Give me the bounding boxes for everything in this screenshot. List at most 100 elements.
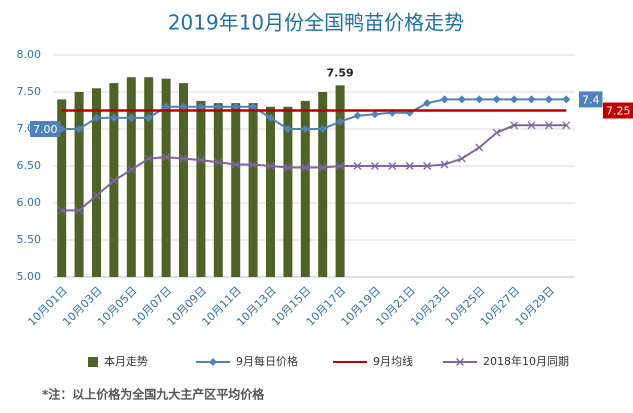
bar (179, 83, 188, 278)
bar (248, 103, 258, 277)
line-marker (510, 121, 519, 130)
line-marker (423, 162, 432, 170)
data-label: 7.00 (33, 123, 58, 136)
line-marker (527, 121, 536, 130)
bar (74, 92, 84, 277)
line-marker (196, 102, 205, 111)
line-marker (144, 113, 153, 122)
bar (300, 100, 310, 277)
line-marker (179, 154, 188, 163)
line (61, 98, 567, 130)
label-bg (579, 91, 603, 108)
line-marker (92, 113, 101, 122)
line-marker (249, 102, 258, 111)
legend-swatch (88, 357, 98, 367)
bar (92, 88, 101, 277)
label-bg (603, 102, 633, 119)
line-marker (301, 163, 310, 172)
line-marker (562, 121, 571, 130)
line-marker (544, 95, 553, 104)
legend-label: 9月每日价格 (236, 354, 298, 368)
line-marker (440, 160, 449, 169)
data-label-box: 7.4 (579, 91, 603, 108)
line-marker (457, 95, 466, 104)
line-marker (75, 206, 84, 215)
y-tick-label: 5.50 (17, 233, 42, 246)
line-marker (266, 162, 275, 170)
data-label: 7.25 (606, 105, 631, 118)
line-marker (231, 102, 240, 111)
line-marker (57, 206, 66, 215)
data-label-box: 7.00 (30, 121, 61, 137)
legend-marker (209, 358, 217, 366)
line-marker (544, 121, 553, 130)
y-tick-label: 6.50 (17, 159, 42, 172)
line-marker (562, 95, 571, 104)
line-marker (492, 95, 501, 104)
line-marker (318, 125, 327, 133)
line-marker (353, 111, 362, 120)
line-marker (370, 110, 379, 119)
bar (57, 99, 67, 278)
y-tick-label: 5.00 (17, 270, 42, 283)
line-marker (109, 176, 118, 185)
line-marker (179, 102, 188, 111)
line-marker (214, 158, 223, 167)
line-marker (318, 163, 327, 172)
line-marker (336, 117, 345, 126)
line-marker (127, 165, 136, 174)
line-marker (423, 99, 432, 108)
data-label-box: 7.25 (603, 102, 633, 119)
line-marker (127, 113, 136, 122)
bar (335, 85, 345, 277)
line-marker (370, 162, 379, 170)
line-marker (301, 125, 310, 133)
line-marker (75, 125, 84, 133)
line-marker (266, 113, 275, 122)
bar (213, 103, 223, 277)
data-label: 7.59 (327, 66, 354, 79)
legend-label: 9月均线 (373, 354, 413, 368)
line-marker (353, 162, 362, 170)
line-marker (231, 160, 240, 169)
line-marker (283, 163, 292, 172)
y-tick-label: 7.50 (17, 85, 42, 98)
line-marker (510, 95, 519, 104)
line (61, 124, 567, 212)
line-marker (144, 154, 153, 163)
label-bg (30, 121, 61, 137)
bar (161, 78, 171, 278)
bar (266, 106, 275, 277)
line-marker (475, 143, 484, 152)
line-marker (388, 162, 397, 170)
legend-label: 2018年10月同期 (483, 354, 569, 368)
bar (196, 100, 206, 277)
line-marker (475, 95, 484, 104)
bar (318, 92, 328, 277)
y-tick-label: 6.00 (17, 196, 42, 209)
line-marker (492, 128, 501, 137)
chart-title: 2019年10月份全国鸭苗价格走势 (168, 11, 464, 35)
bar (231, 103, 241, 277)
line-marker (283, 125, 292, 133)
line-marker (162, 153, 171, 162)
line-marker (440, 95, 449, 104)
legend-label: 本月走势 (104, 354, 148, 368)
line-marker (336, 162, 345, 170)
line-marker (162, 102, 171, 111)
line-marker (527, 95, 536, 104)
y-tick-label: 8.00 (17, 48, 42, 61)
line-marker (405, 162, 414, 170)
line-marker (214, 102, 223, 111)
bar (144, 77, 154, 277)
legend-marker (456, 358, 464, 366)
line-marker (457, 154, 466, 163)
line-marker (249, 160, 258, 169)
footnote: *注：以上价格为全国九大主产区平均价格 (42, 387, 265, 402)
line-marker (196, 156, 205, 165)
bar (283, 106, 293, 277)
bar (126, 77, 136, 277)
line-marker (109, 113, 118, 122)
line-marker (92, 191, 101, 200)
